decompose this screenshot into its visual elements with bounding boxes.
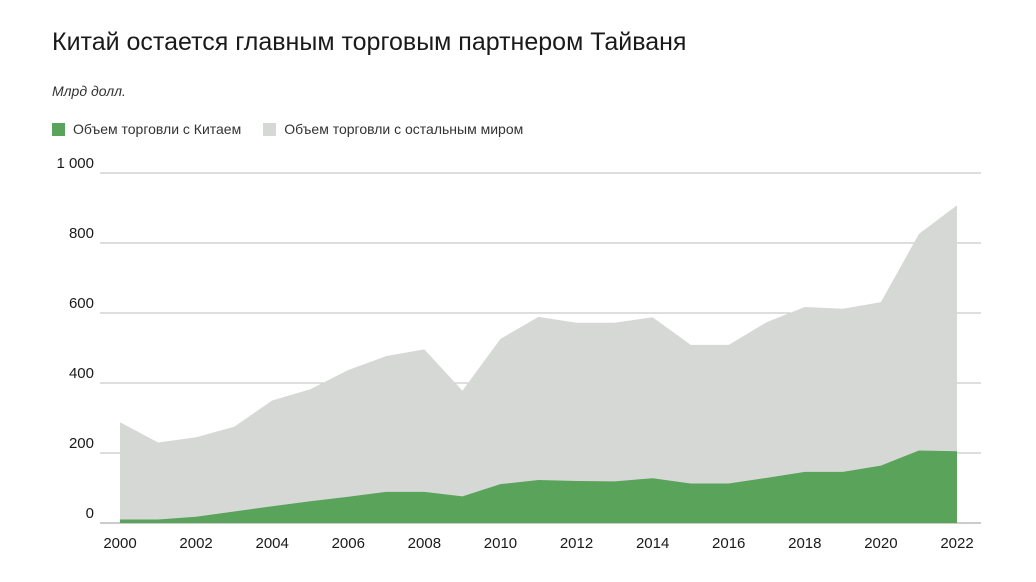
area-china (120, 450, 957, 523)
legend-swatch-rest (263, 122, 277, 136)
chart-unit-label: Млрд долл. (52, 83, 126, 99)
legend-item-china: Объем торговли с Китаем (52, 121, 241, 137)
x-tick-label-2010: 2010 (484, 535, 517, 552)
x-tick-label-2008: 2008 (408, 535, 441, 552)
x-axis-ticks: 2000 2002 2004 2006 2008 2010 2012 2014 2016 2018… (103, 535, 973, 552)
x-tick-label-2012: 2012 (560, 535, 593, 552)
x-tick-label-2016: 2016 (712, 535, 745, 552)
chart-areas (120, 205, 957, 523)
legend-item-rest: Объем торговли с остальным миром (263, 121, 523, 137)
x-tick-label-2004: 2004 (255, 535, 288, 552)
y-tick-label-800: 800 (69, 225, 94, 242)
chart-legend: Объем торговли с Китаем Объем торговли с… (52, 121, 523, 137)
legend-label-china: Объем торговли с Китаем (73, 121, 242, 137)
x-tick-label-2000: 2000 (103, 535, 136, 552)
chart-title: Китай остается главным торговым партнеро… (52, 28, 687, 56)
y-tick-label-0: 0 (86, 505, 94, 522)
x-tick-label-2022: 2022 (940, 535, 973, 552)
y-tick-label-1000: 1 000 (56, 155, 94, 172)
x-tick-label-2002: 2002 (179, 535, 212, 552)
y-tick-label-400: 400 (69, 365, 94, 382)
y-tick-label-600: 600 (69, 295, 94, 312)
x-tick-label-2014: 2014 (636, 535, 669, 552)
y-axis-ticks: 0 200 400 600 800 1 000 (56, 155, 94, 522)
x-tick-label-2018: 2018 (788, 535, 821, 552)
legend-label-rest: Объем торговли с остальным миром (284, 121, 524, 137)
legend-swatch-china (52, 122, 65, 136)
x-tick-label-2006: 2006 (332, 535, 365, 552)
x-tick-label-2020: 2020 (864, 535, 897, 552)
y-tick-label-200: 200 (69, 435, 94, 452)
area-rest-of-world (120, 205, 957, 523)
